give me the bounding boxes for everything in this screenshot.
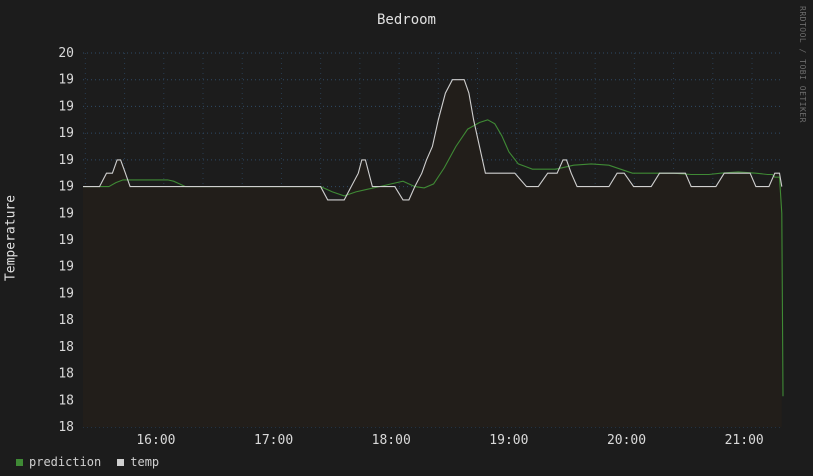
chart-title: Bedroom — [376, 12, 436, 28]
temp-area — [83, 79, 782, 427]
watermark: RRDTOOL / TOBI OETIKER — [798, 6, 807, 123]
y-tick-label: 19 — [58, 233, 74, 248]
y-tick-label: 18 — [58, 393, 74, 408]
y-tick-label: 20 — [58, 46, 74, 61]
legend-label-temp: temp — [130, 455, 160, 469]
x-tick-label: 20:00 — [607, 433, 646, 448]
x-tick-label: 19:00 — [489, 433, 528, 448]
y-tick-label: 19 — [58, 180, 74, 195]
y-tick-label: 19 — [58, 73, 74, 88]
legend-item-temp: temp — [117, 455, 159, 469]
legend-item-prediction: prediction — [16, 455, 101, 469]
legend-swatch-prediction — [16, 458, 23, 466]
y-tick-label: 19 — [58, 286, 74, 301]
legend: prediction temp — [16, 455, 159, 469]
x-tick-label: 16:00 — [136, 433, 175, 448]
series-line-prediction — [83, 119, 784, 397]
series-line-temp — [83, 79, 783, 201]
y-tick-label: 18 — [58, 340, 74, 355]
y-tick-label: 19 — [58, 153, 74, 168]
x-tick-label: 21:00 — [725, 433, 764, 448]
y-tick-label: 19 — [58, 99, 74, 114]
y-tick-label: 18 — [58, 420, 74, 435]
y-tick-label: 18 — [58, 313, 74, 328]
x-tick-label: 17:00 — [254, 433, 293, 448]
y-tick-label: 19 — [58, 126, 74, 141]
y-tick-label: 19 — [58, 260, 74, 275]
y-tick-label: 18 — [58, 367, 74, 382]
x-tick-label: 18:00 — [372, 433, 411, 448]
legend-label-prediction: prediction — [29, 455, 102, 469]
y-tick-label: 19 — [58, 206, 74, 221]
legend-swatch-temp — [117, 458, 125, 466]
